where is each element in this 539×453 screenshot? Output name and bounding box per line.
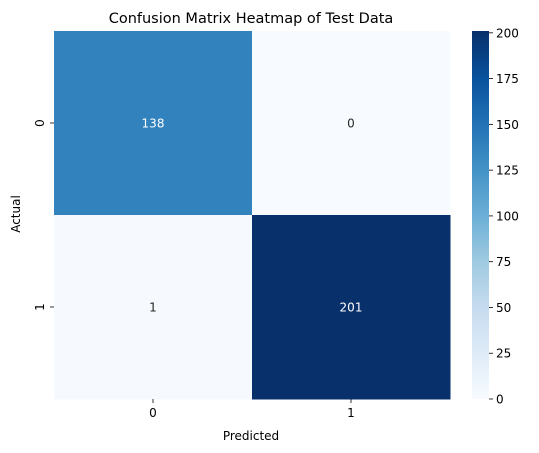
colorbar-tick-label: 200 xyxy=(496,26,519,40)
heatmap-cell xyxy=(252,31,451,216)
colorbar-ticks: 0 25 50 75 100 125 150 175 200 xyxy=(489,26,519,407)
x-axis-label: Predicted xyxy=(223,429,279,443)
colorbar-tick-label: 175 xyxy=(496,72,519,86)
x-tick-label: 1 xyxy=(347,406,355,420)
colorbar xyxy=(472,31,489,399)
colorbar-tick-label: 0 xyxy=(496,393,504,407)
y-axis: 01 xyxy=(33,119,54,311)
heatmap-cell xyxy=(252,215,451,400)
colorbar-tick-label: 50 xyxy=(496,301,511,315)
colorbar-tick-label: 75 xyxy=(496,255,511,269)
heatmap-cell xyxy=(54,215,253,400)
y-tick-label: 0 xyxy=(33,119,47,127)
colorbar-tick-label: 25 xyxy=(496,347,511,361)
chart-title: Confusion Matrix Heatmap of Test Data xyxy=(109,11,394,27)
cell-value-label: 1 xyxy=(149,301,157,315)
x-tick-label: 0 xyxy=(149,406,157,420)
heatmap-cell xyxy=(54,31,253,216)
cell-value-label: 0 xyxy=(347,117,355,131)
heatmap-cells: 138 0 1 201 xyxy=(54,31,451,400)
colorbar-tick-label: 125 xyxy=(496,164,519,178)
cell-value-label: 201 xyxy=(340,301,363,315)
y-tick-label: 1 xyxy=(33,303,47,311)
colorbar-tick-label: 150 xyxy=(496,118,519,132)
colorbar-tick-label: 100 xyxy=(496,209,519,223)
cell-value-label: 138 xyxy=(142,117,165,131)
y-axis-label: Actual xyxy=(9,195,23,233)
